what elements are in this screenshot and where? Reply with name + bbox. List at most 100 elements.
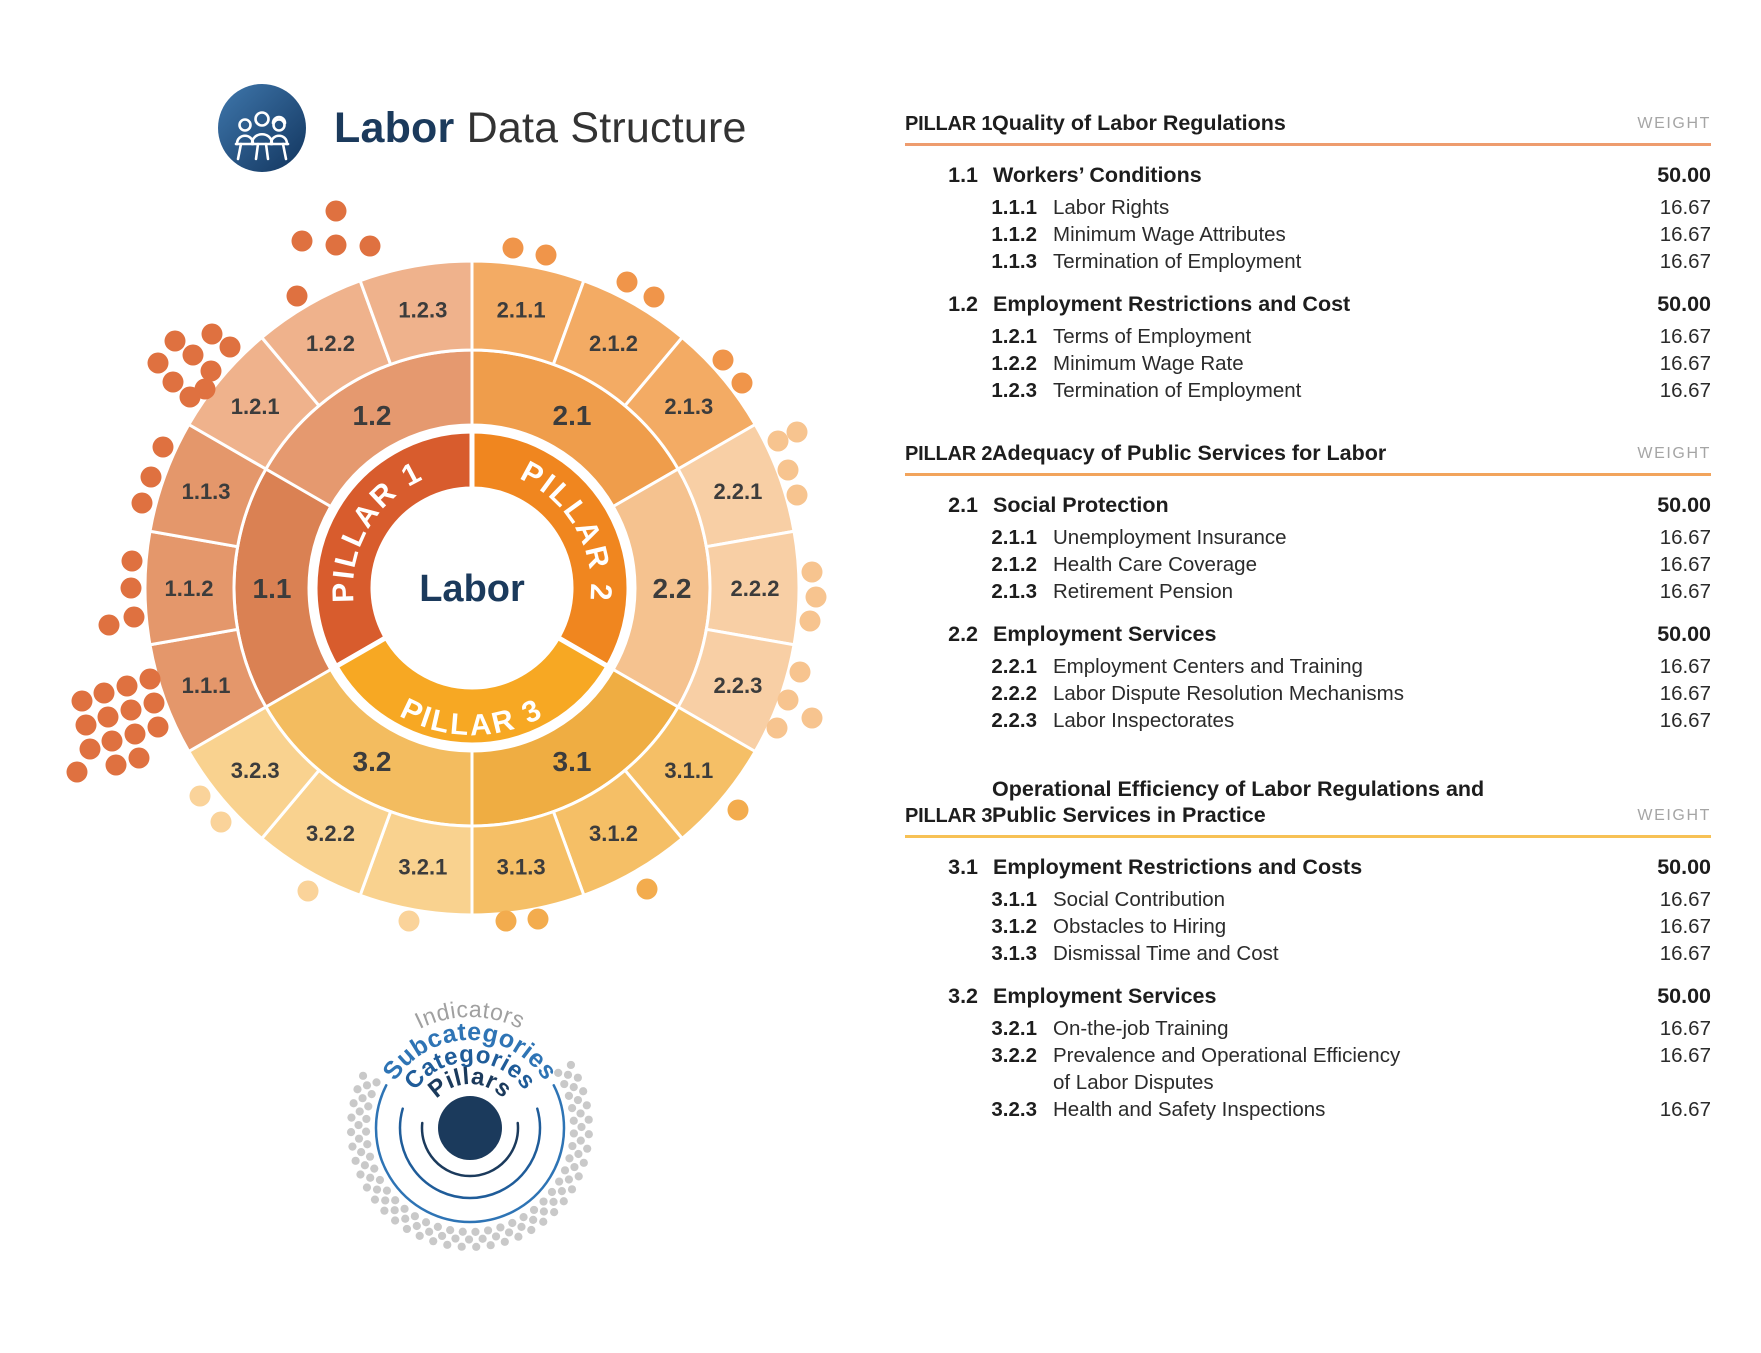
category-title: Employment Restrictions and Costs (993, 855, 1363, 879)
subcategory-weight: 16.67 (1659, 1017, 1711, 1040)
subcategory-title-line: Termination of Employment (1053, 379, 1302, 402)
legend-indicator-dot (514, 1232, 523, 1241)
indicator-dot (398, 910, 420, 932)
category-weight: 50.00 (1657, 622, 1711, 646)
legend-indicator-dot (549, 1197, 558, 1206)
indicator-dot (777, 459, 799, 481)
category-label-3.1: 3.1 (553, 746, 592, 777)
subcategory-title-line: Unemployment Insurance (1053, 526, 1287, 549)
subcategory-number: 3.1.1 (991, 888, 1037, 911)
pillar-rule (905, 835, 1711, 838)
indicator-dot (152, 436, 174, 458)
subcategory-label-1.2.1: 1.2.1 (231, 394, 280, 419)
legend-indicator-dot (362, 1114, 371, 1124)
labor-logo (217, 83, 307, 173)
subcategory-row: 1.2.1 Terms of Employment 16.67 (905, 323, 1711, 350)
subcategory-number: 2.1.3 (991, 580, 1037, 603)
legend-indicator-dot (560, 1166, 570, 1175)
legend-indicator-dot (539, 1207, 548, 1216)
subcategory-number: 3.2.1 (991, 1017, 1037, 1040)
indicator-dot (766, 717, 788, 739)
subcategory-title: Social Contribution (1053, 886, 1660, 913)
legend-ring-arc-2 (420, 1121, 520, 1178)
category-row: 3.1 Employment Restrictions and Costs 50.0… (905, 853, 1711, 881)
indicator-dot (200, 360, 222, 382)
legend-indicator-dot (565, 1154, 574, 1163)
legend-indicator-dot (569, 1129, 578, 1138)
legend-indicator-dot (486, 1241, 495, 1250)
legend-indicator-dot (576, 1136, 585, 1145)
subcategory-number: 1.1.1 (991, 196, 1037, 219)
subcategory-label-3.1.2: 3.1.2 (589, 821, 638, 846)
subcategory-weight: 16.67 (1659, 655, 1711, 678)
indicator-dot (189, 785, 211, 807)
legend-indicator-dot (400, 1204, 409, 1213)
legend-indicator-dot (547, 1187, 557, 1197)
subcategory-number: 2.1.1 (991, 526, 1037, 549)
pillar-rule (905, 143, 1711, 146)
legend-indicator-dot (582, 1101, 591, 1110)
indicator-dot (767, 430, 789, 452)
legend-indicator-dot (554, 1068, 563, 1077)
subcategory-title-line: Health Care Coverage (1053, 553, 1257, 576)
category-label-1.2: 1.2 (353, 400, 392, 431)
legend-indicator-dot (579, 1158, 588, 1167)
legend-indicator-dot (351, 1156, 360, 1165)
legend-indicator-dot (347, 1113, 356, 1122)
indicator-dot (291, 230, 313, 252)
subcategory-weight: 16.67 (1659, 379, 1711, 402)
subcategory-row: 1.1.2 Minimum Wage Attributes 16.67 (905, 221, 1711, 248)
indicator-dot (359, 235, 381, 257)
subcategory-list: 2.2.1 Employment Centers and Training 16.6… (905, 653, 1711, 734)
indicator-dot (131, 492, 153, 514)
indicator-dot (71, 690, 93, 712)
subcategory-title: Minimum Wage Rate (1053, 350, 1660, 377)
indicator-dot (98, 614, 120, 636)
legend-indicator-dot (381, 1196, 390, 1205)
subcategory-number: 2.2.1 (991, 655, 1037, 678)
subcategory-weight: 16.67 (1659, 526, 1711, 549)
legend-indicator-dot (356, 1170, 365, 1179)
legend-indicator-dot (446, 1225, 455, 1235)
legend-indicator-dot (496, 1223, 505, 1232)
legend-indicator-dot (361, 1127, 371, 1136)
weight-column-header: WEIGHT (1637, 115, 1711, 132)
subcategory-label-3.2.3: 3.2.3 (231, 758, 280, 783)
subcategory-number: 3.1.3 (991, 942, 1037, 965)
pillar-segment-1 (312, 428, 475, 670)
subcategory-weight: 16.67 (1659, 888, 1711, 911)
subcategory-title-line: On-the-job Training (1053, 1017, 1229, 1040)
pillar-section-3: PILLAR 3 Operational Efficiency of Labor … (905, 776, 1711, 1123)
category-number: 3.2 (948, 984, 978, 1008)
legend-indicator-dot (566, 1060, 576, 1070)
subcategory-list: 2.1.1 Unemployment Insurance 16.67 2.1.2 Hea… (905, 524, 1711, 605)
legend-indicator-dot (437, 1231, 447, 1241)
subcategory-title: Unemployment Insurance (1053, 524, 1660, 551)
legend-indicator-dot (564, 1175, 574, 1184)
pillar-title: Operational Efficiency of Labor Regulati… (992, 776, 1637, 828)
legend-indicator-dot (366, 1173, 375, 1182)
pillar-label: PILLAR 3 (905, 805, 993, 827)
legend-indicator-dot (550, 1208, 559, 1217)
subcategory-title-line: Obstacles to Hiring (1053, 915, 1227, 938)
subcategory-title: Labor Rights (1053, 194, 1660, 221)
subcategory-number: 3.2.3 (991, 1098, 1037, 1121)
legend-indicator-dot (415, 1231, 424, 1240)
category-block-1.2: 1.2 Employment Restrictions and Cost 50.00… (905, 290, 1711, 404)
legend-indicator-dot (391, 1196, 400, 1205)
indicator-dot (527, 908, 549, 930)
indicator-dot (297, 880, 319, 902)
legend-indicator-dot (362, 1081, 372, 1090)
subcategory-label-3.2.2: 3.2.2 (306, 821, 355, 846)
subcategory-number: 1.1.3 (991, 250, 1037, 273)
category-title: Social Protection (993, 493, 1169, 517)
indicator-dot (201, 323, 223, 345)
indicator-dot (66, 761, 88, 783)
subcategory-weight: 16.67 (1659, 1044, 1711, 1067)
legend-indicator-dot (402, 1224, 412, 1234)
indicator-dot (147, 716, 169, 738)
legend-indicator-dot (464, 1235, 474, 1244)
category-number: 1.1 (948, 163, 978, 187)
category-label-2.1: 2.1 (553, 400, 592, 431)
legend-ring-arc-1 (398, 1107, 542, 1200)
